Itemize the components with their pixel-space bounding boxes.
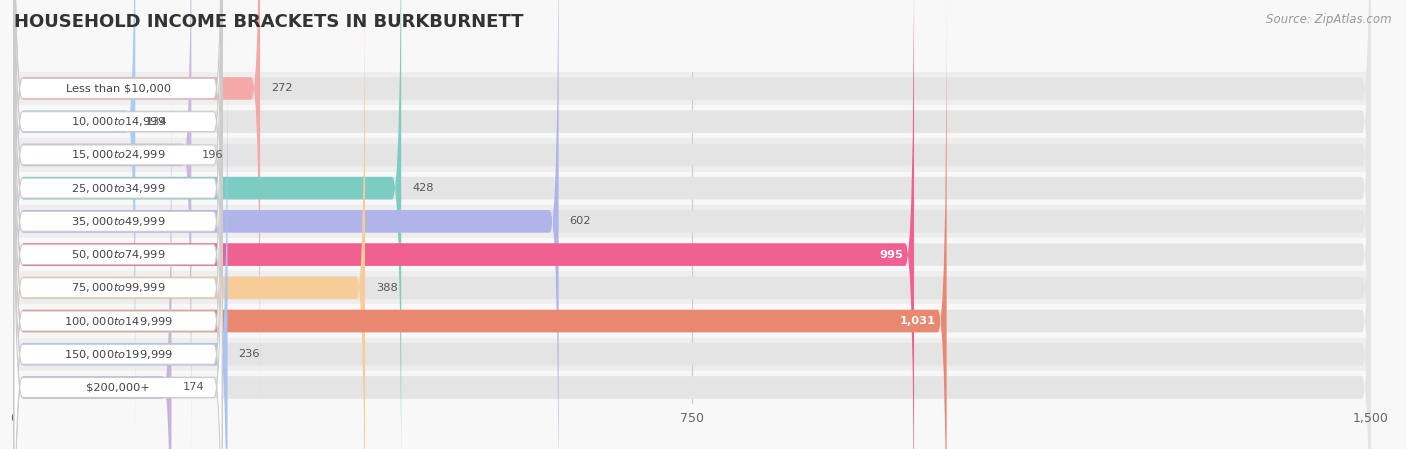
Text: $15,000 to $24,999: $15,000 to $24,999 (70, 149, 166, 161)
Text: $200,000+: $200,000+ (86, 383, 150, 392)
FancyBboxPatch shape (14, 33, 1371, 449)
FancyBboxPatch shape (14, 0, 222, 449)
Bar (14, 205, 1371, 238)
FancyBboxPatch shape (14, 0, 222, 449)
FancyBboxPatch shape (14, 0, 260, 409)
Text: $50,000 to $74,999: $50,000 to $74,999 (70, 248, 166, 261)
FancyBboxPatch shape (14, 0, 1371, 409)
Text: $35,000 to $49,999: $35,000 to $49,999 (70, 215, 166, 228)
FancyBboxPatch shape (14, 0, 222, 378)
FancyBboxPatch shape (14, 0, 135, 443)
Text: HOUSEHOLD INCOME BRACKETS IN BURKBURNETT: HOUSEHOLD INCOME BRACKETS IN BURKBURNETT (14, 13, 523, 31)
FancyBboxPatch shape (14, 0, 914, 449)
Text: Less than $10,000: Less than $10,000 (66, 84, 170, 93)
Text: 236: 236 (239, 349, 260, 359)
FancyBboxPatch shape (14, 66, 1371, 449)
Text: 428: 428 (412, 183, 433, 193)
Text: 602: 602 (569, 216, 591, 226)
Bar (14, 138, 1371, 172)
FancyBboxPatch shape (14, 66, 172, 449)
Bar (14, 371, 1371, 404)
FancyBboxPatch shape (14, 0, 1371, 449)
FancyBboxPatch shape (14, 0, 222, 411)
Text: 995: 995 (879, 250, 903, 260)
FancyBboxPatch shape (14, 0, 222, 444)
Text: 196: 196 (202, 150, 224, 160)
Bar (14, 238, 1371, 271)
Text: 272: 272 (271, 84, 292, 93)
FancyBboxPatch shape (14, 0, 191, 449)
Text: $25,000 to $34,999: $25,000 to $34,999 (70, 182, 166, 194)
FancyBboxPatch shape (14, 0, 1371, 449)
FancyBboxPatch shape (14, 32, 222, 449)
FancyBboxPatch shape (14, 0, 1371, 443)
FancyBboxPatch shape (14, 98, 222, 449)
Bar (14, 172, 1371, 205)
Bar (14, 72, 1371, 105)
FancyBboxPatch shape (14, 0, 222, 449)
FancyBboxPatch shape (14, 0, 366, 449)
FancyBboxPatch shape (14, 0, 1371, 449)
Text: 1,031: 1,031 (900, 316, 936, 326)
Bar (14, 105, 1371, 138)
Text: 134: 134 (146, 117, 167, 127)
FancyBboxPatch shape (14, 0, 401, 449)
Text: $10,000 to $14,999: $10,000 to $14,999 (70, 115, 166, 128)
Text: $75,000 to $99,999: $75,000 to $99,999 (70, 282, 166, 294)
FancyBboxPatch shape (14, 0, 558, 449)
Text: Source: ZipAtlas.com: Source: ZipAtlas.com (1267, 13, 1392, 26)
FancyBboxPatch shape (14, 33, 228, 449)
FancyBboxPatch shape (14, 0, 222, 449)
FancyBboxPatch shape (14, 65, 222, 449)
Text: $150,000 to $199,999: $150,000 to $199,999 (63, 348, 173, 361)
Text: 388: 388 (375, 283, 398, 293)
Text: 174: 174 (183, 383, 204, 392)
Bar (14, 271, 1371, 304)
FancyBboxPatch shape (14, 0, 1371, 449)
FancyBboxPatch shape (14, 0, 1371, 449)
Bar (14, 338, 1371, 371)
Text: $100,000 to $149,999: $100,000 to $149,999 (63, 315, 173, 327)
FancyBboxPatch shape (14, 0, 1371, 449)
Bar (14, 304, 1371, 338)
FancyBboxPatch shape (14, 0, 946, 449)
